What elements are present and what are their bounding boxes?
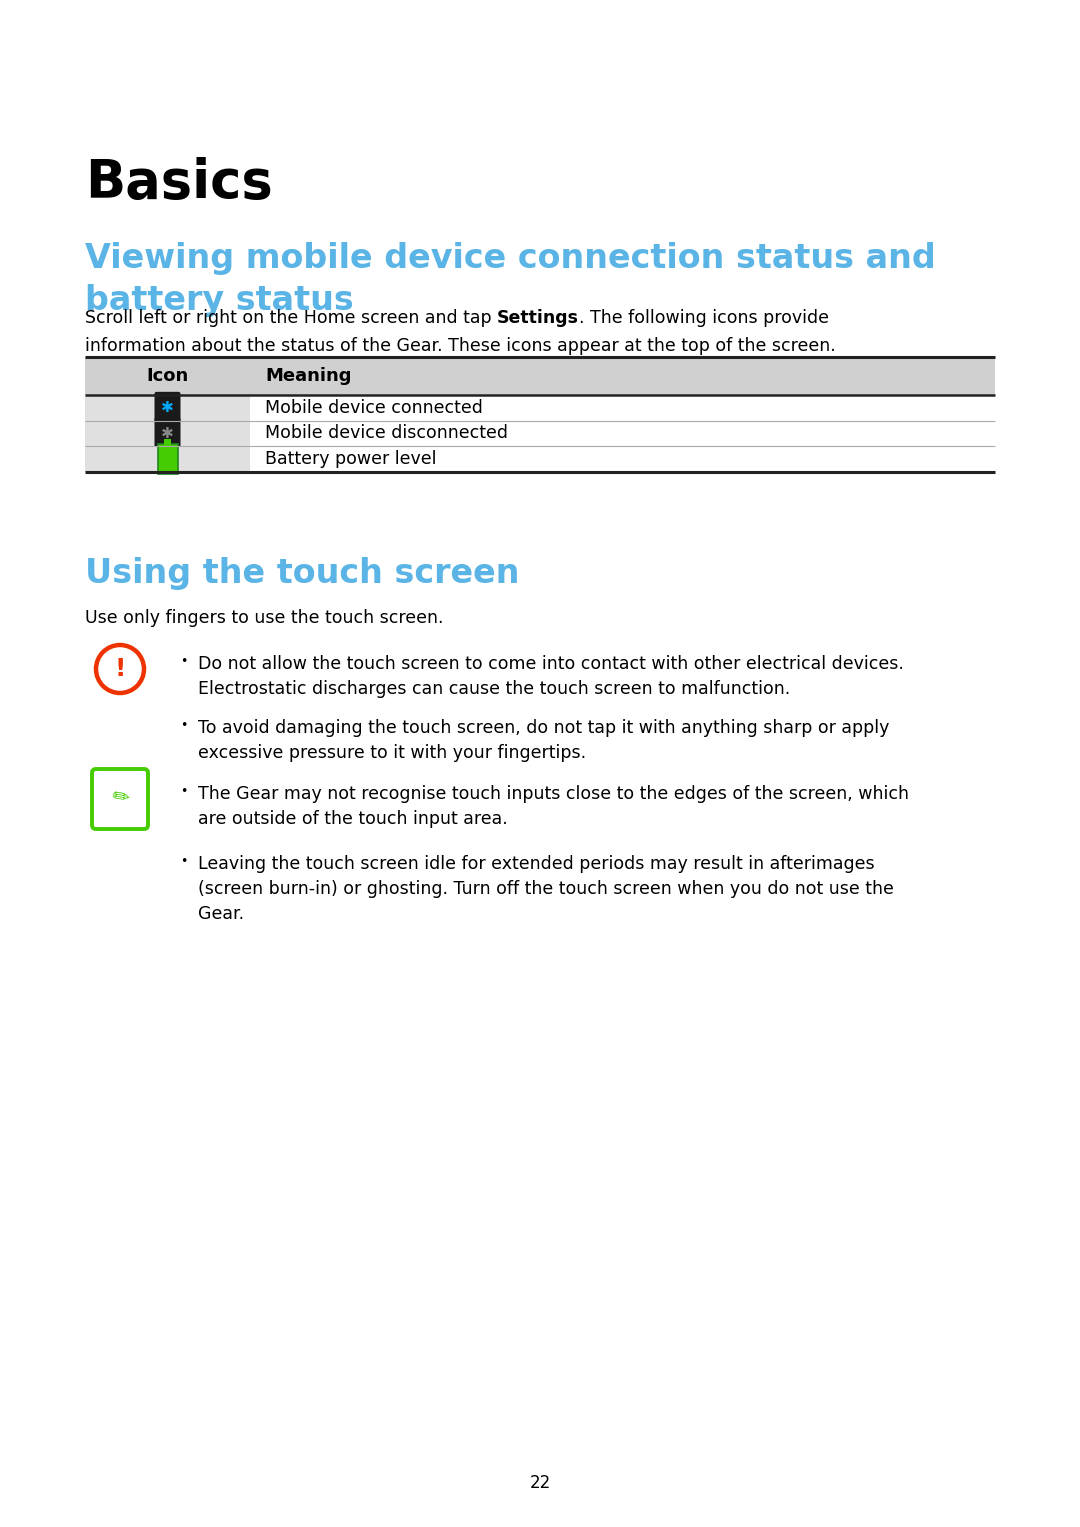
Text: 22: 22 — [529, 1474, 551, 1492]
Text: •: • — [180, 855, 188, 867]
Text: •: • — [180, 655, 188, 667]
Text: Viewing mobile device connection status and
battery status: Viewing mobile device connection status … — [85, 241, 935, 318]
Text: ✱: ✱ — [161, 426, 174, 441]
Text: Battery power level: Battery power level — [265, 450, 436, 469]
Text: ✏: ✏ — [110, 785, 131, 808]
FancyBboxPatch shape — [92, 770, 148, 829]
Text: !: ! — [114, 657, 125, 681]
Text: Icon: Icon — [147, 366, 189, 385]
FancyBboxPatch shape — [154, 392, 180, 425]
FancyBboxPatch shape — [85, 420, 249, 446]
Text: •: • — [180, 785, 188, 799]
FancyBboxPatch shape — [85, 357, 995, 395]
Text: Leaving the touch screen idle for extended periods may result in afterimages
(sc: Leaving the touch screen idle for extend… — [198, 855, 894, 922]
Text: ✱: ✱ — [161, 400, 174, 415]
FancyBboxPatch shape — [85, 446, 249, 472]
Text: Mobile device connected: Mobile device connected — [265, 399, 483, 417]
Text: To avoid damaging the touch screen, do not tap it with anything sharp or apply
e: To avoid damaging the touch screen, do n… — [198, 719, 889, 762]
Text: Using the touch screen: Using the touch screen — [85, 557, 519, 589]
Text: Settings: Settings — [497, 308, 579, 327]
Text: Do not allow the touch screen to come into contact with other electrical devices: Do not allow the touch screen to come in… — [198, 655, 904, 698]
Text: . The following icons provide: . The following icons provide — [579, 308, 829, 327]
FancyBboxPatch shape — [85, 395, 249, 420]
Text: Basics: Basics — [85, 157, 273, 209]
FancyBboxPatch shape — [164, 440, 171, 446]
Text: Mobile device disconnected: Mobile device disconnected — [265, 425, 508, 443]
Text: Meaning: Meaning — [265, 366, 351, 385]
FancyBboxPatch shape — [154, 417, 180, 449]
Text: Use only fingers to use the touch screen.: Use only fingers to use the touch screen… — [85, 609, 444, 628]
Text: The Gear may not recognise touch inputs close to the edges of the screen, which
: The Gear may not recognise touch inputs … — [198, 785, 909, 828]
Text: Scroll left or right on the Home screen and tap: Scroll left or right on the Home screen … — [85, 308, 497, 327]
Text: •: • — [180, 719, 188, 731]
FancyBboxPatch shape — [158, 444, 177, 475]
Text: information about the status of the Gear. These icons appear at the top of the s: information about the status of the Gear… — [85, 337, 836, 354]
